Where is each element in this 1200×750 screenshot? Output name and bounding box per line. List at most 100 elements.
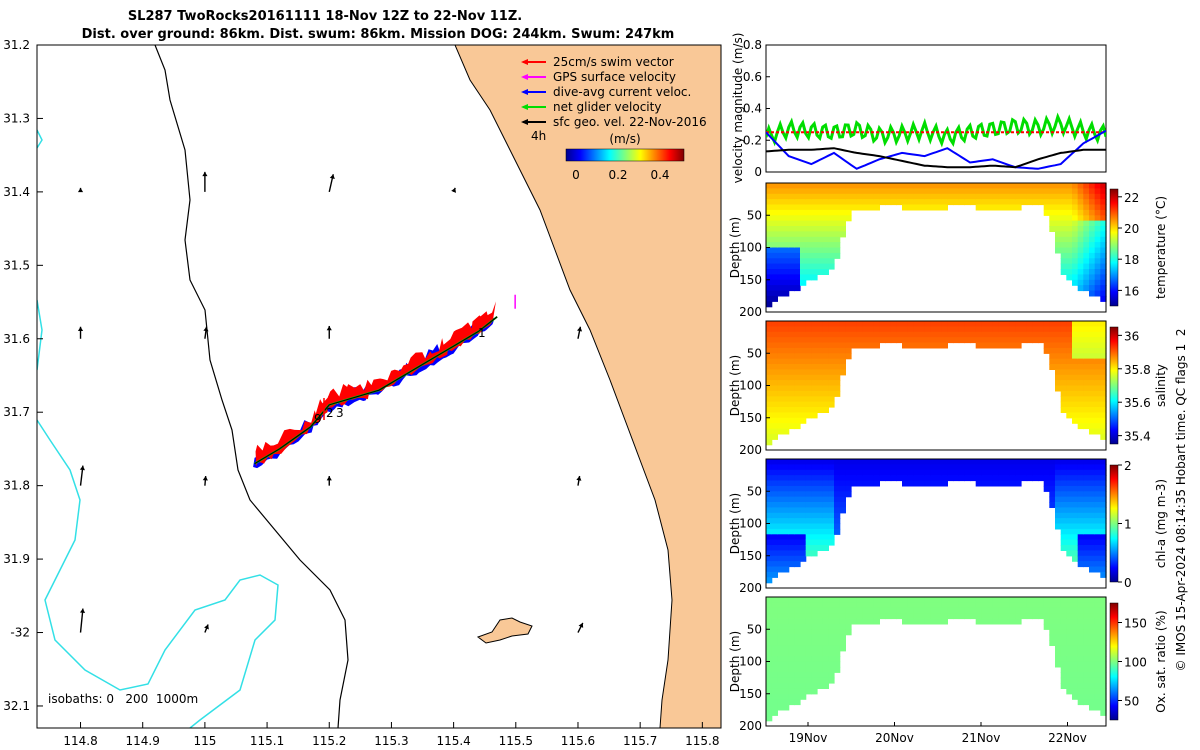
section-cell [1072, 683, 1079, 689]
section-cell [987, 597, 994, 603]
section-cell [1089, 561, 1096, 568]
section-cell [1060, 534, 1067, 541]
section-cell [936, 602, 943, 609]
section-cell [1060, 496, 1067, 503]
section-cell [805, 215, 812, 222]
section-cell [805, 326, 812, 333]
section-cell [817, 353, 824, 360]
section-cell [964, 188, 971, 195]
map-panel: 114.8 114.9 115 115.1 115.2 115.3 115.4 115.5 11… [3, 38, 722, 748]
section-cell [885, 475, 892, 482]
section-cell [930, 613, 937, 620]
section-cell [805, 464, 812, 471]
section-cell [805, 518, 812, 525]
section-cell [834, 623, 841, 630]
velocity-y-tick-label: 0 [754, 165, 762, 179]
section-cell [811, 401, 818, 408]
section-cell [766, 412, 773, 419]
section-cell [1089, 602, 1096, 609]
section-cell [817, 518, 824, 525]
section-cell [845, 459, 852, 465]
section-cell [851, 469, 858, 476]
section-cell [1032, 183, 1039, 189]
section-cell [885, 469, 892, 476]
section-cell [777, 364, 784, 370]
section-cell [783, 331, 790, 338]
section-cell [766, 401, 773, 408]
section-cell [1094, 290, 1101, 297]
section-cell [771, 428, 778, 435]
section-cell [856, 342, 863, 349]
section-cell [783, 285, 790, 292]
section-cell [822, 269, 829, 275]
section-cell [1072, 199, 1079, 206]
section-cell [902, 204, 909, 211]
section-cell [947, 469, 954, 476]
section-cell [800, 502, 807, 508]
section-cell [924, 337, 931, 344]
section-cell [817, 475, 824, 482]
section-cell [834, 523, 841, 530]
section-cell [1100, 374, 1107, 381]
section-cell [834, 204, 841, 211]
section-cell [896, 331, 903, 338]
section-cell [1009, 618, 1016, 625]
section-cell [907, 326, 914, 333]
map-y-tick-label: 31.9 [3, 552, 30, 566]
section-cell [919, 326, 926, 333]
section-cell [794, 475, 801, 482]
section-cell [1077, 385, 1084, 392]
section-cell [805, 491, 812, 498]
section-cell [794, 507, 801, 514]
section-cell [783, 602, 790, 609]
section-cell [1083, 555, 1090, 562]
section-cell [783, 650, 790, 657]
section-cell [1089, 285, 1096, 292]
section-cell [1077, 464, 1084, 471]
section-cell [1038, 326, 1045, 333]
depth-tick-label: 100 [739, 517, 762, 531]
section-cell [839, 623, 846, 630]
section-cell [862, 607, 869, 614]
section-cell [964, 459, 971, 465]
section-cell [783, 353, 790, 360]
section-cell [839, 507, 846, 514]
section-cell [1072, 353, 1079, 360]
section-cell [919, 199, 926, 206]
section-cell [771, 188, 778, 195]
section-cell [822, 485, 829, 492]
section-cell [771, 193, 778, 200]
section-cell [1055, 204, 1062, 211]
section-cell [771, 491, 778, 498]
section-cell [771, 331, 778, 338]
section-cell [811, 247, 818, 254]
section-cell [856, 602, 863, 609]
depth-tick-label: 100 [739, 655, 762, 669]
section-cell [970, 464, 977, 471]
section-cell [936, 331, 943, 338]
section-cell [856, 326, 863, 333]
section-cell [1049, 220, 1056, 227]
section-cell [873, 183, 880, 189]
section-cell [1094, 226, 1101, 232]
section-cell [822, 407, 829, 413]
section-cell [862, 618, 869, 625]
section-cell [839, 199, 846, 206]
section-cell [822, 512, 829, 519]
section-cell [1066, 242, 1073, 249]
section-cell [856, 618, 863, 625]
section-cell [930, 326, 937, 333]
section-cell [1015, 480, 1022, 487]
section-cell [845, 215, 852, 222]
section-cell [1094, 496, 1101, 503]
section-cell [1072, 607, 1079, 614]
section-cell [1043, 623, 1050, 630]
section-cell [771, 374, 778, 381]
section-cell [1060, 374, 1067, 381]
section-cell [766, 301, 773, 308]
section-cell [1089, 550, 1096, 557]
section-cell [822, 523, 829, 530]
section-cell [783, 683, 790, 689]
section-cell [811, 188, 818, 195]
section-cell [1026, 613, 1033, 620]
